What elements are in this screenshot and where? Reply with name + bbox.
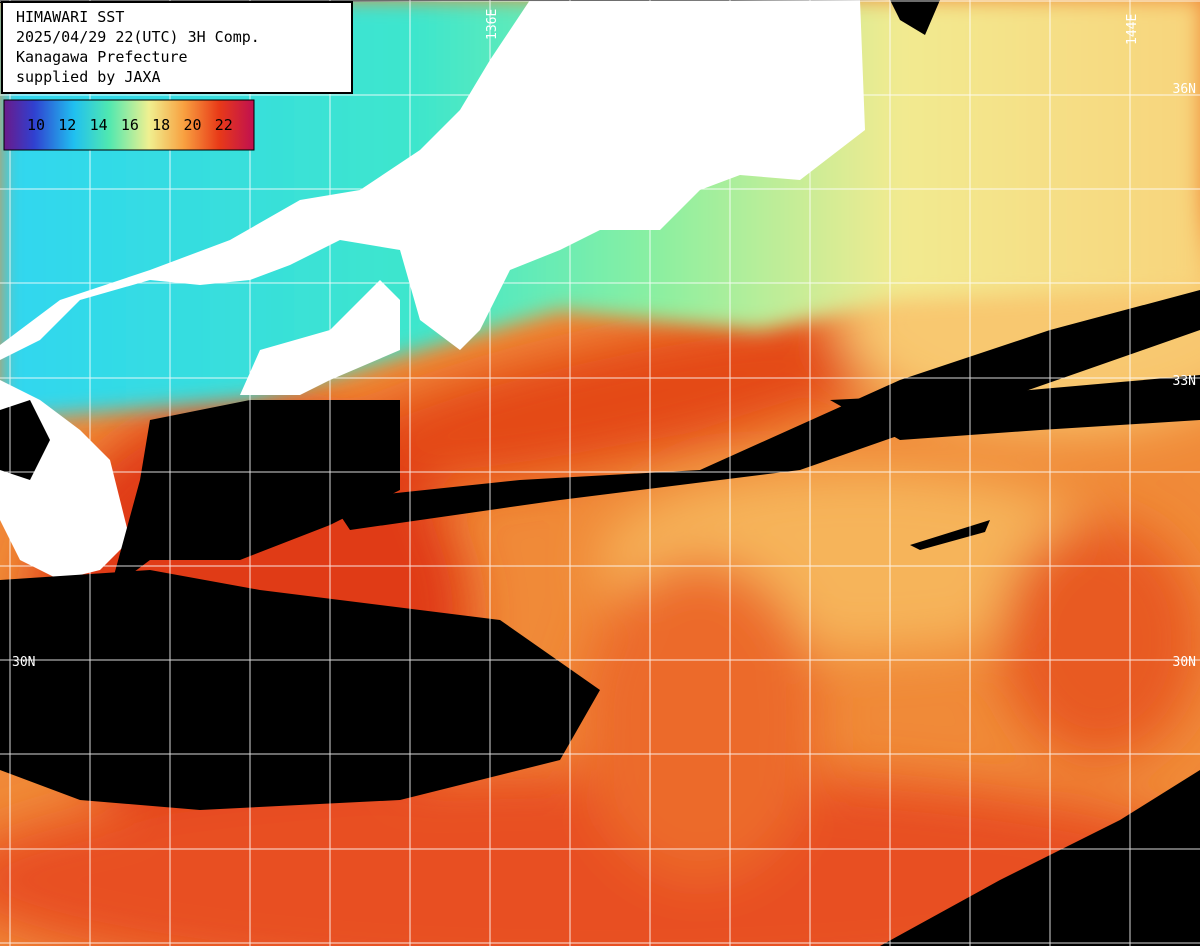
- colorbar-label: 22: [215, 116, 233, 134]
- colorbar-label: 12: [58, 116, 76, 134]
- grid-labels: 136E 144E 36N 33N 30N 30N: [12, 9, 1196, 670]
- colorbar-label: 18: [152, 116, 170, 134]
- header-line: Kanagawa Prefecture: [16, 48, 188, 66]
- header-line: supplied by JAXA: [16, 68, 161, 86]
- lat-label: 33N: [1173, 374, 1196, 389]
- colorbar-label: 20: [183, 116, 201, 134]
- colorbar-label: 14: [90, 116, 108, 134]
- colorbar: 10 12 14 16 18 20 22: [3, 99, 255, 151]
- header-box: HIMAWARI SST 2025/04/29 22(UTC) 3H Comp.…: [1, 1, 353, 94]
- header-line: 2025/04/29 22(UTC) 3H Comp.: [16, 28, 260, 46]
- lat-label: 30N: [12, 655, 35, 670]
- lon-label: 144E: [1125, 14, 1140, 45]
- lat-label: 30N: [1173, 655, 1196, 670]
- lon-label: 136E: [485, 9, 500, 40]
- lat-label: 36N: [1173, 82, 1196, 97]
- colorbar-label: 10: [27, 116, 45, 134]
- colorbar-label: 16: [121, 116, 139, 134]
- header-line: HIMAWARI SST: [16, 8, 124, 26]
